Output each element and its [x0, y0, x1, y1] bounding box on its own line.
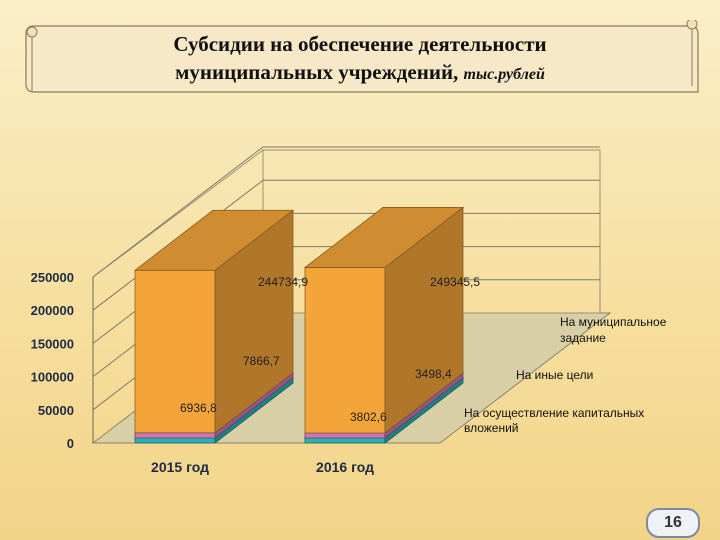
bar-segment [134, 437, 216, 444]
y-tick-label: 200000 [31, 303, 74, 318]
legend-entry-continued: задание [560, 331, 606, 345]
y-tick-label: 100000 [31, 370, 74, 385]
title-line-2-text: муниципальных учреждений, [175, 60, 459, 84]
bar-segment-top [303, 207, 465, 268]
data-label: 244734,9 [258, 275, 308, 289]
bar-segment [304, 432, 386, 439]
data-label: 3498,4 [415, 367, 452, 381]
bar-segment-top [133, 209, 295, 271]
y-tick-label: 150000 [31, 336, 74, 351]
bar-segment [304, 267, 386, 434]
legend-entry: На осуществление капитальных [464, 406, 644, 420]
bar-segment [304, 437, 386, 444]
data-label: 6936,8 [180, 401, 217, 415]
legend-entry: На иные цели [516, 368, 593, 382]
title-line-2: муниципальных учреждений, тыс.рублей [40, 58, 680, 89]
y-tick-label: 0 [67, 436, 74, 451]
y-tick-label: 50000 [38, 403, 74, 418]
data-label: 3802,6 [350, 410, 387, 424]
data-label: 7866,7 [243, 354, 280, 368]
y-tick-label: 250000 [31, 270, 74, 285]
data-label: 249345,5 [430, 275, 480, 289]
title-unit: тыс.рублей [463, 66, 545, 83]
category-label: 2016 год [316, 459, 374, 475]
category-label: 2015 год [151, 459, 209, 475]
bar-segment [134, 432, 216, 439]
bar-segment [134, 269, 216, 434]
legend-entry-continued: вложений [464, 421, 519, 435]
chart-title: Субсидии на обеспечение деятельности мун… [40, 30, 680, 89]
legend-entry: На муниципальное [560, 315, 667, 329]
gridline [92, 146, 600, 278]
title-line-1: Субсидии на обеспечение деятельности [173, 32, 547, 56]
title-scroll-banner [25, 20, 699, 93]
page-number-badge: 16 [646, 508, 700, 538]
